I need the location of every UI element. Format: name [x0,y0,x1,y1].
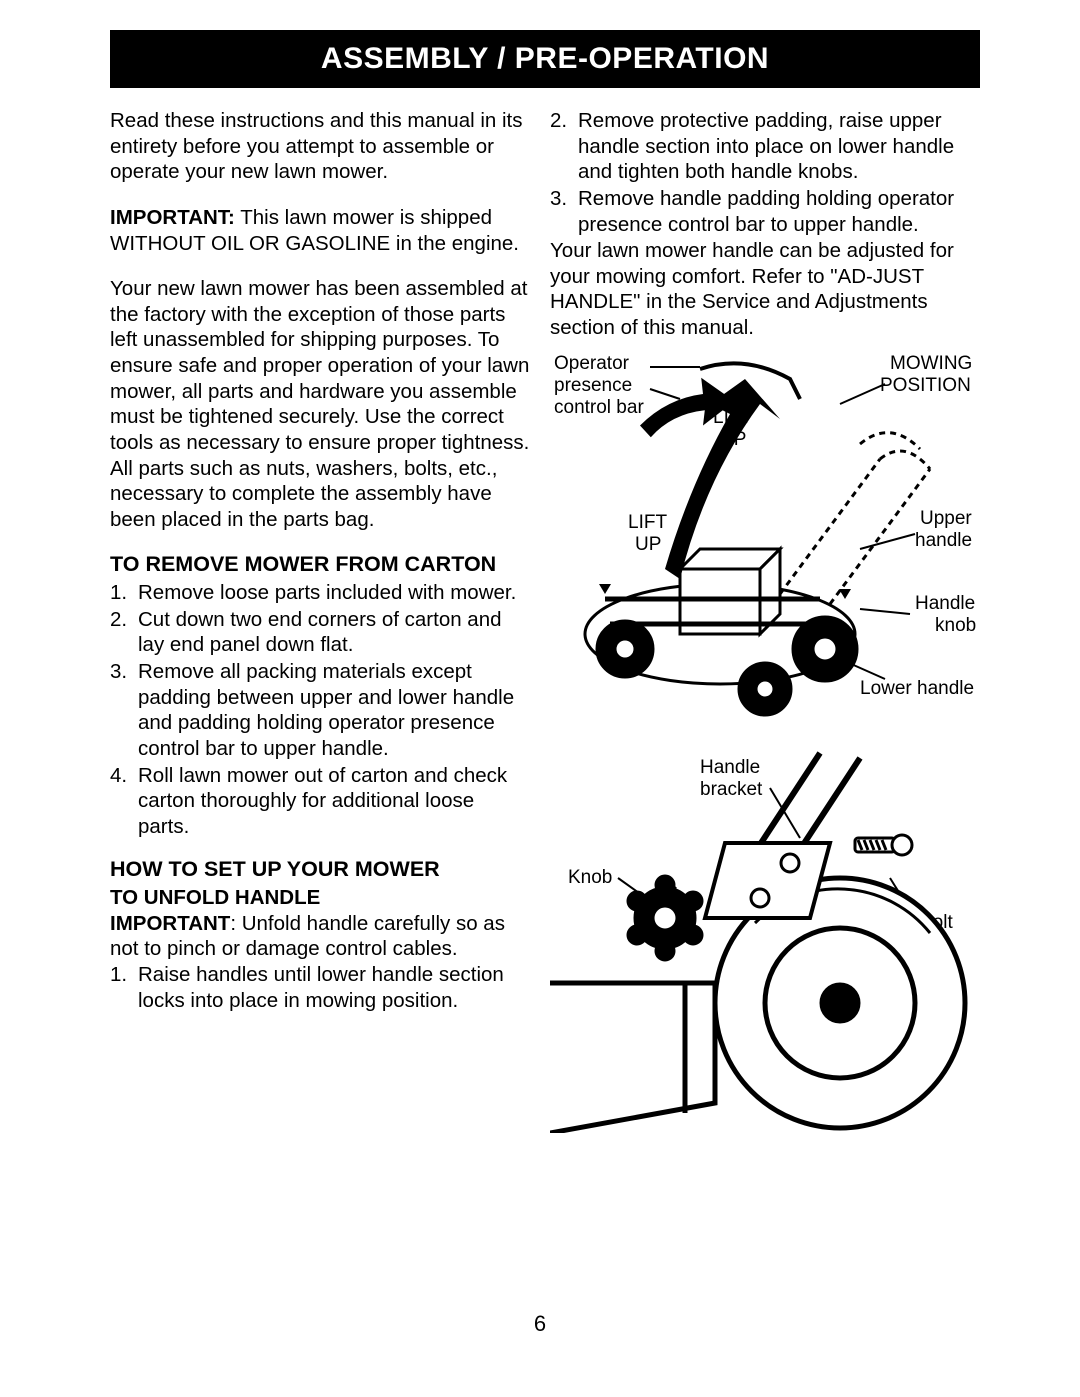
page-number: 6 [0,1311,1080,1337]
label-handle-knob1: Handle [915,593,975,614]
heading-unfold-handle: TO UNFOLD HANDLE [110,885,530,911]
important-oil-paragraph: IMPORTANT: This lawn mower is shipped WI… [110,205,530,256]
label-presence: presence [554,375,632,396]
mower-diagram-1: Operator presence control bar MOWING POS… [550,349,980,736]
list-item: 3.Remove all packing materials except pa… [110,659,530,762]
label-lower-handle: Lower handle [860,678,974,699]
unfold-list: 1.Raise handles until lower handle secti… [110,962,530,1013]
mower-svg-2: Handle bracket Knob Bolt [550,743,980,1133]
label-upper-handle: handle [915,530,972,551]
mower-diagram-2: Handle bracket Knob Bolt [550,743,980,1140]
list-item: 1.Remove loose parts included with mower… [110,580,530,606]
mower-svg-1: Operator presence control bar MOWING POS… [550,349,980,729]
unfold-important: IMPORTANT: Unfold handle carefully so as… [110,911,530,962]
label-upper: Upper [920,508,972,529]
label-handle-bracket1: Handle [700,757,760,778]
list-item: 3.Remove handle padding holding operator… [550,186,980,237]
list-item: 2.Cut down two end corners of carton and… [110,607,530,658]
label-liftup-2b: UP [635,534,661,555]
label-handle-bracket2: bracket [700,779,763,800]
important-label: IMPORTANT: [110,206,235,229]
adjust-handle-paragraph: Your lawn mower handle can be adjusted f… [550,238,980,341]
label-position: POSITION [880,375,971,396]
list-item: 4.Roll lawn mower out of carton and chec… [110,763,530,840]
left-column: Read these instructions and this manual … [110,108,530,1140]
label-knob: Knob [568,867,612,888]
two-column-layout: Read these instructions and this manual … [110,108,980,1140]
label-operator: Operator [554,353,630,374]
right-column: 2.Remove protective padding, raise upper… [550,108,980,1140]
label-mowing: MOWING [890,353,972,374]
list-item: 2.Remove protective padding, raise upper… [550,108,980,185]
list-item: 1.Raise handles until lower handle secti… [110,962,530,1013]
label-liftup-2a: LIFT [628,512,667,533]
continued-list: 2.Remove protective padding, raise upper… [550,108,980,237]
unfold-important-label: IMPORTANT [110,912,230,935]
factory-paragraph: Your new lawn mower has been assembled a… [110,276,530,532]
heading-setup-mower: HOW TO SET UP YOUR MOWER [110,857,530,883]
remove-list: 1.Remove loose parts included with mower… [110,580,530,839]
label-handle-knob2: knob [935,615,976,636]
intro-paragraph: Read these instructions and this manual … [110,108,530,185]
label-control-bar: control bar [554,397,644,418]
section-banner: ASSEMBLY / PRE-OPERATION [110,30,980,88]
heading-remove-carton: TO REMOVE MOWER FROM CARTON [110,552,530,578]
